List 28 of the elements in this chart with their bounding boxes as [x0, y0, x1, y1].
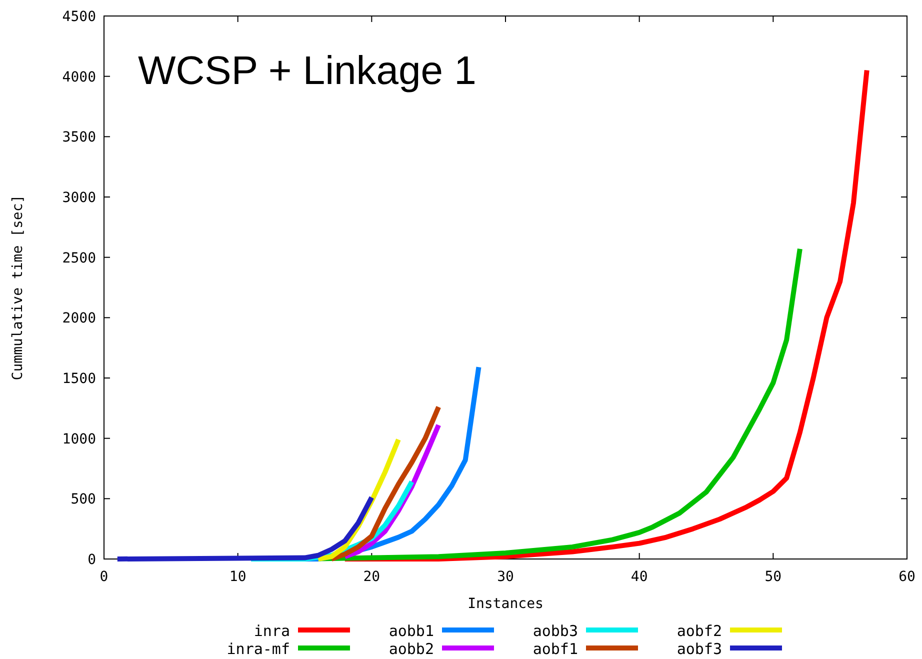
legend-label: aobb3 — [532, 622, 578, 640]
legend-label: aobb2 — [388, 640, 434, 658]
x-tick-label: 30 — [497, 569, 514, 585]
y-tick-label: 4500 — [62, 9, 96, 25]
y-tick-label: 1500 — [62, 371, 96, 387]
x-tick-label: 50 — [764, 569, 782, 585]
legend-label: aobf2 — [676, 622, 722, 640]
y-axis-title: Cummulative time [sec] — [10, 194, 26, 380]
y-tick-label: 3500 — [62, 130, 96, 146]
legend-label: inra — [254, 622, 290, 640]
y-tick-label: 1000 — [62, 431, 96, 448]
legend-label: inra-mf — [226, 640, 290, 658]
text: WCSP + Linkage 1 — [138, 49, 476, 93]
x-tick-label: 20 — [363, 569, 380, 585]
y-tick-label: 4000 — [62, 69, 96, 86]
x-axis-title: Instances — [468, 596, 544, 612]
y-tick-label: 500 — [70, 492, 96, 508]
x-tick-label: 0 — [100, 569, 108, 585]
legend-label: aobb1 — [388, 622, 434, 640]
y-tick-label: 2000 — [62, 310, 96, 327]
legend-label: aobf3 — [676, 640, 722, 658]
y-tick-label: 2500 — [62, 250, 96, 266]
legend-label: aobf1 — [532, 640, 578, 658]
y-tick-label: 3000 — [62, 190, 96, 206]
x-tick-label: 40 — [630, 569, 648, 585]
x-tick-label: 10 — [229, 569, 246, 585]
y-tick-label: 0 — [88, 552, 96, 568]
x-tick-label: 60 — [898, 569, 916, 585]
